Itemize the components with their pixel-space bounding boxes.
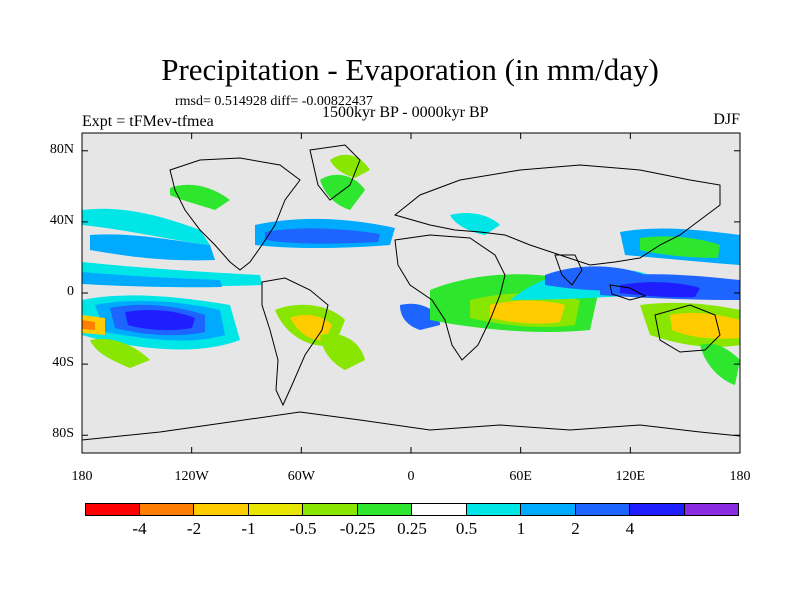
legend-label: -2	[186, 519, 202, 538]
legend-swatch	[357, 503, 412, 516]
legend-label: -0.5	[289, 519, 317, 538]
legend-label: -1	[241, 519, 256, 538]
legend-swatch	[139, 503, 194, 516]
x-tick-label: 120E	[615, 469, 646, 484]
experiment-label: Expt = tFMev-tfmea	[82, 113, 214, 130]
x-tick-label: 60W	[287, 469, 315, 484]
legend-swatch	[466, 503, 521, 516]
legend-colorbar	[85, 503, 739, 516]
legend-swatch	[521, 503, 576, 516]
x-tick-label: 0	[407, 469, 415, 484]
legend-label: 2	[571, 519, 580, 538]
legend-swatch	[412, 503, 467, 516]
legend-label: 0.25	[397, 519, 427, 538]
coastlines	[81, 144, 741, 441]
legend-label: -4	[132, 519, 147, 538]
chart-title: Precipitation - Evaporation (in mm/day)	[161, 52, 659, 87]
y-tick-label: 80N	[49, 141, 74, 157]
x-tick-label: 180	[71, 469, 93, 484]
field-shading	[82, 154, 740, 385]
legend-label: 4	[625, 519, 635, 538]
x-tick-label: 120W	[174, 469, 209, 484]
y-tick-label: 40S	[52, 355, 74, 371]
legend-label: 0.5	[455, 519, 478, 538]
legend-swatch	[303, 503, 358, 516]
legend-frame	[85, 503, 739, 516]
stats-line: rmsd= 0.514928 diff= -0.00822437	[175, 94, 373, 109]
legend-swatch	[575, 503, 630, 516]
axis-ticks	[81, 133, 741, 453]
legend-label: -0.25	[339, 519, 376, 538]
x-tick-label: 60E	[509, 469, 532, 484]
y-tick-label: 0	[67, 284, 74, 299]
legend-swatch	[194, 503, 249, 516]
legend-swatch	[248, 503, 303, 516]
period-label: 1500kyr BP - 0000kyr BP	[322, 104, 489, 121]
y-tick-label: 80S	[52, 426, 74, 442]
legend-swatch	[630, 503, 685, 516]
x-tick-label: 180	[729, 469, 751, 484]
y-tick-label: 40N	[49, 212, 74, 228]
season-label: DJF	[713, 111, 740, 128]
legend-label: 1	[516, 519, 526, 538]
